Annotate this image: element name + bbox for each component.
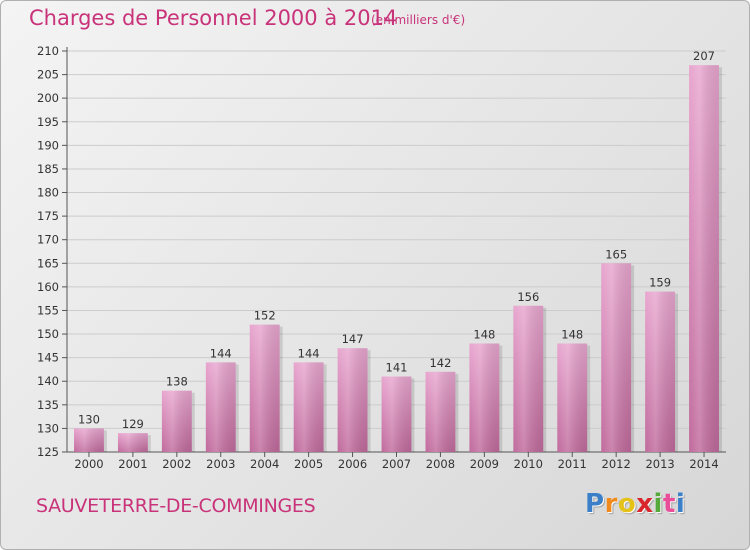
labels: 125 130 135 140 145 150 155 160 165 170 175 180 185 1…: [37, 44, 719, 471]
y-tick-label: 150: [37, 327, 59, 341]
y-tick-label: 205: [37, 68, 59, 82]
y-tick-label: 180: [37, 186, 59, 200]
bar-sheen: [161, 390, 192, 452]
value-label-2007: 141: [386, 361, 408, 375]
y-tick-label: 145: [37, 351, 59, 365]
value-label-2011: 148: [561, 327, 583, 341]
y-tick-label: 140: [37, 374, 59, 388]
bar-sheen: [689, 65, 719, 452]
x-tick-label-2013: 2013: [645, 457, 674, 471]
bar-sheen: [74, 428, 104, 452]
chart-title: Charges de Personnel 2000 à 2014: [29, 6, 398, 30]
bar-sheen: [205, 362, 236, 452]
bar-sheen: [381, 376, 412, 452]
bars: [74, 65, 722, 452]
y-tick-label: 130: [37, 421, 59, 435]
x-tick-label-2003: 2003: [206, 457, 235, 471]
logo-letter: i: [653, 489, 663, 519]
y-tick-label: 175: [37, 209, 59, 223]
bar-sheen: [117, 433, 148, 452]
logo-letter: x: [636, 489, 654, 519]
y-tick-label: 210: [37, 44, 59, 58]
x-tick-label-2001: 2001: [118, 457, 147, 471]
value-label-2014: 207: [693, 49, 715, 63]
y-tick-label: 195: [37, 115, 59, 129]
bar-sheen: [601, 263, 632, 452]
x-tick-label-2009: 2009: [470, 457, 499, 471]
y-tick-label: 155: [37, 303, 59, 317]
x-tick-label-2004: 2004: [250, 457, 279, 471]
x-tick-label-2005: 2005: [294, 457, 323, 471]
proxiti-logo: Proxiti: [585, 489, 685, 519]
bar-sheen: [425, 371, 456, 452]
y-tick-label: 190: [37, 138, 59, 152]
value-label-2010: 156: [517, 290, 539, 304]
x-tick-label-2010: 2010: [514, 457, 543, 471]
chart-subtitle: (en milliers d'€): [371, 13, 466, 27]
value-label-2012: 165: [605, 247, 627, 261]
bar-sheen: [249, 324, 280, 452]
logo-letter: i: [675, 489, 686, 519]
logo-letter: r: [604, 489, 618, 519]
x-tick-label-2012: 2012: [602, 457, 631, 471]
x-tick-label-2002: 2002: [162, 457, 191, 471]
y-tick-label: 170: [37, 233, 59, 247]
value-label-2004: 152: [254, 309, 276, 323]
x-tick-label-2014: 2014: [689, 457, 718, 471]
x-tick-label-2006: 2006: [338, 457, 367, 471]
bar-sheen: [645, 291, 676, 452]
x-tick-label-2000: 2000: [74, 457, 103, 471]
value-label-2005: 144: [298, 346, 320, 360]
x-tick-label-2011: 2011: [558, 457, 587, 471]
y-tick-label: 165: [37, 256, 59, 270]
value-label-2002: 138: [166, 375, 188, 389]
y-tick-label: 125: [37, 445, 59, 459]
bar-sheen: [513, 305, 544, 452]
x-tick-label-2007: 2007: [382, 457, 411, 471]
y-tick-label: 135: [37, 398, 59, 412]
bar-sheen: [337, 348, 368, 452]
bar-sheen: [293, 362, 324, 452]
bar-sheen: [557, 343, 588, 452]
value-label-2001: 129: [122, 417, 144, 431]
y-tick-label: 160: [37, 280, 59, 294]
y-tick-label: 185: [37, 162, 59, 176]
commune-name: SAUVETERRE-DE-COMMINGES: [36, 495, 316, 517]
bar-sheen: [469, 343, 500, 452]
value-label-2003: 144: [210, 346, 232, 360]
value-label-2000: 130: [78, 412, 100, 426]
x-tick-label-2008: 2008: [426, 457, 455, 471]
logo-letter: o: [617, 489, 637, 519]
y-tick-label: 200: [37, 91, 59, 105]
value-label-2006: 147: [342, 332, 364, 346]
value-label-2013: 159: [649, 276, 671, 290]
value-label-2009: 148: [473, 327, 495, 341]
logo-letter: t: [662, 489, 676, 519]
value-label-2008: 142: [429, 356, 451, 370]
logo-letter: P: [585, 489, 605, 519]
